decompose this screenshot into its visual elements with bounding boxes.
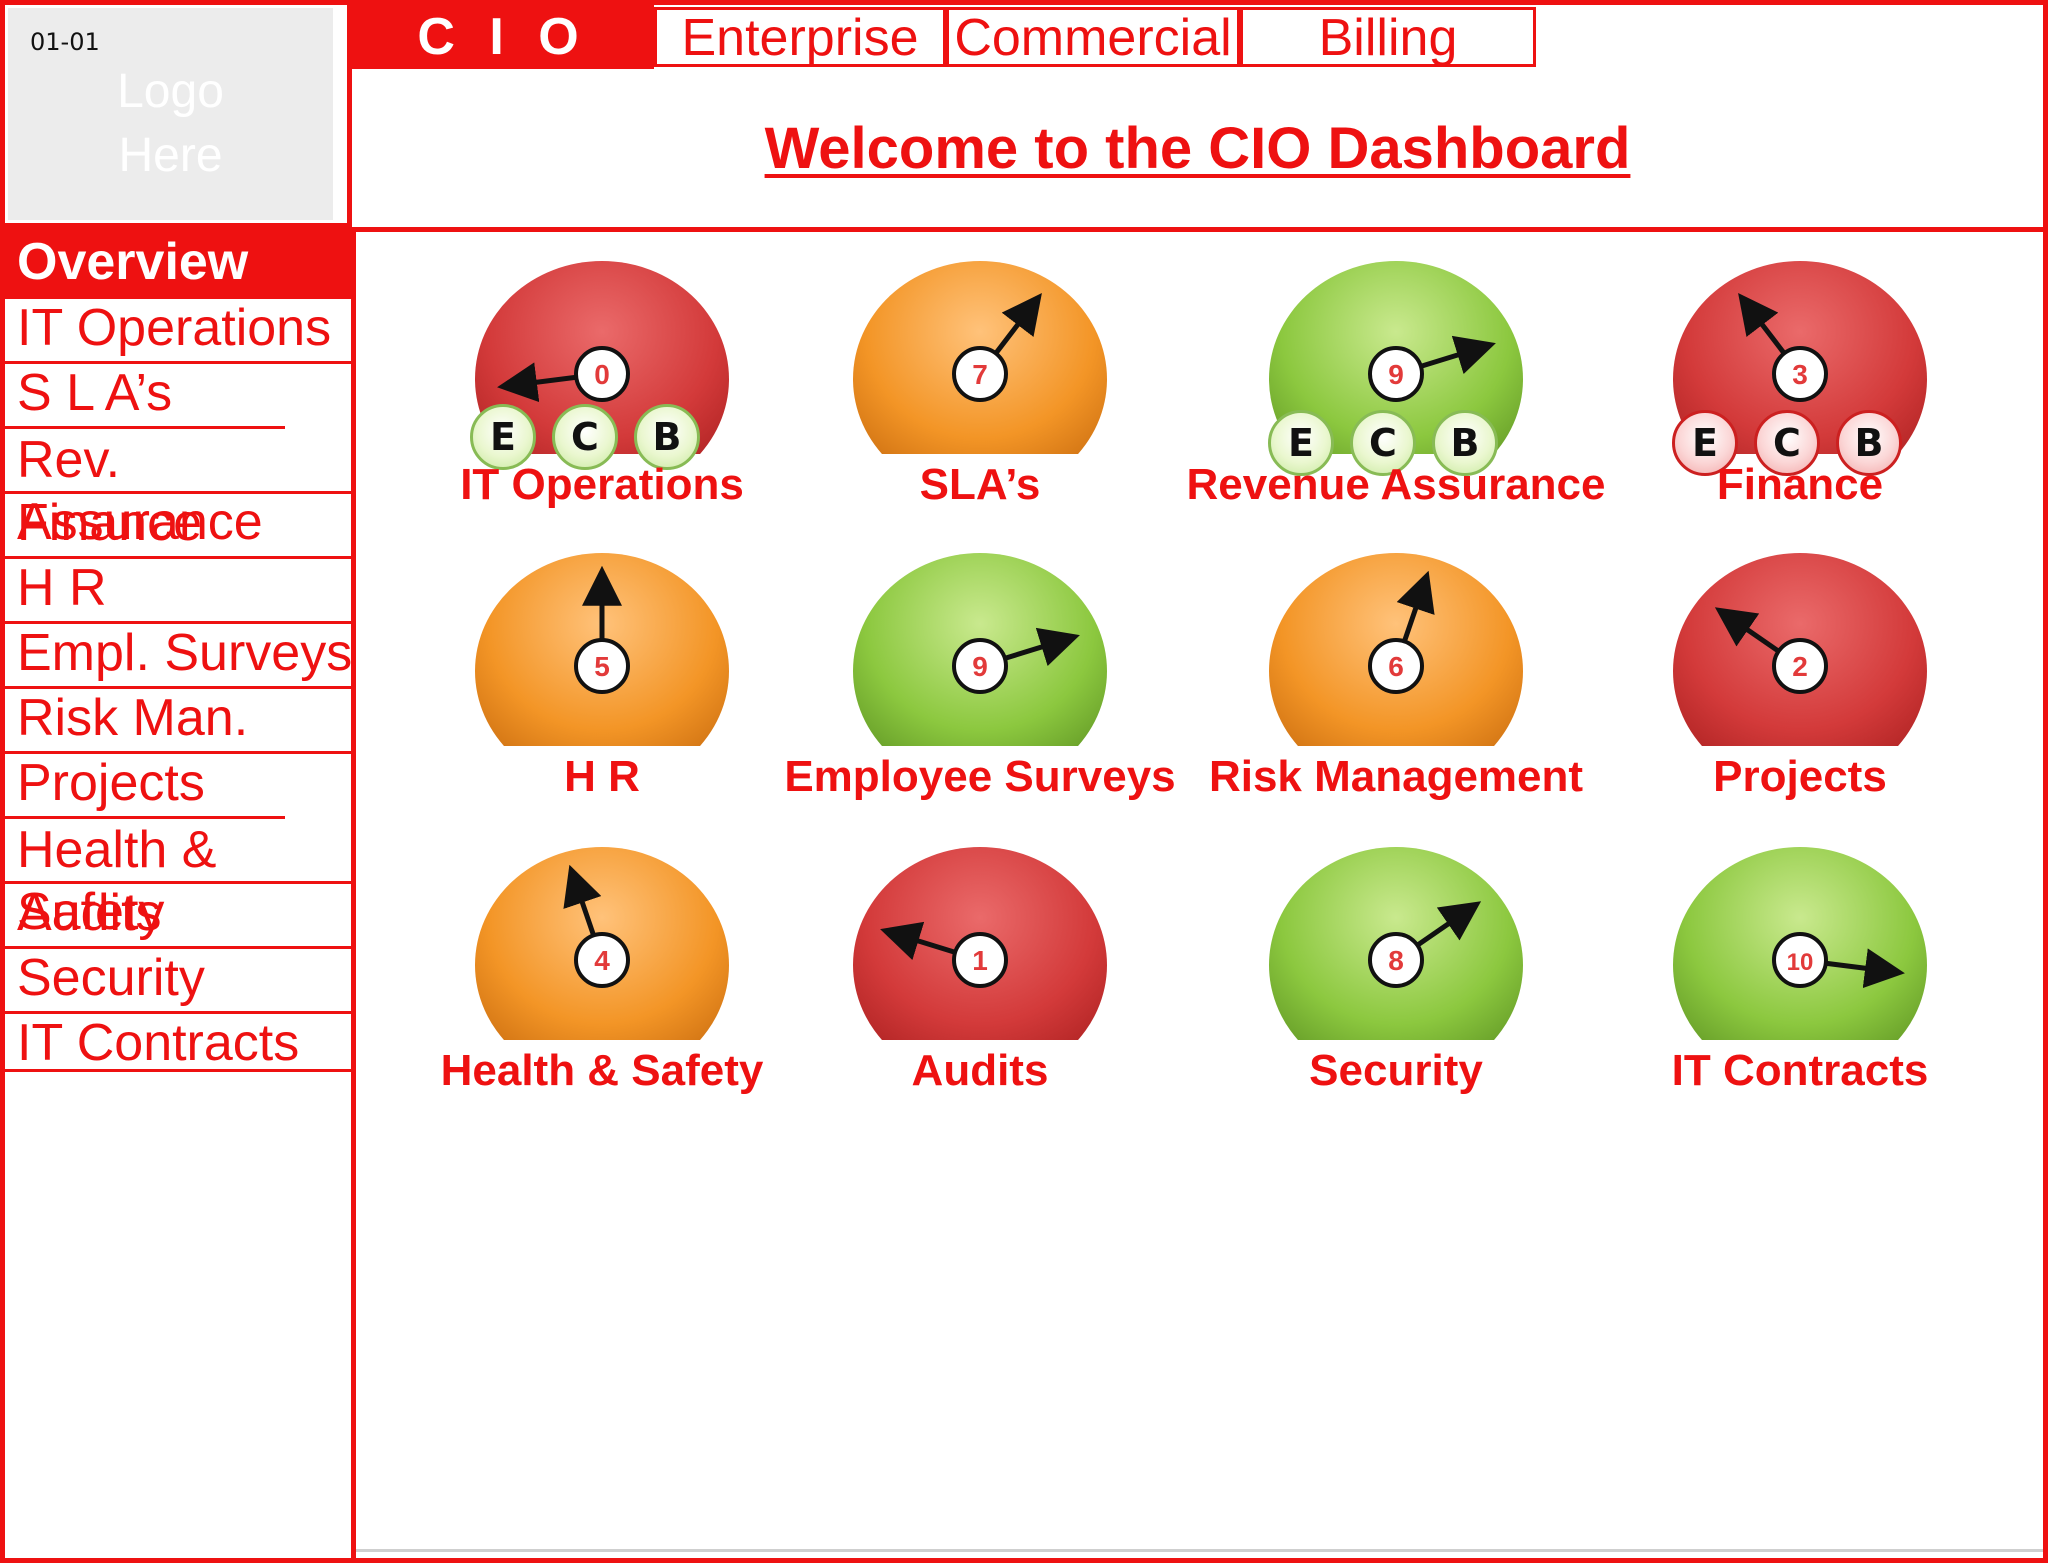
gauge-label: Projects xyxy=(1713,752,1887,801)
gauge-hub xyxy=(1772,346,1828,402)
tab-commercial[interactable]: Commercial xyxy=(946,7,1240,67)
brand-title[interactable]: C I O xyxy=(352,5,654,69)
gauge-slas[interactable]: 7 SLA’s xyxy=(840,254,1120,509)
ecb-badge-b[interactable]: B xyxy=(1432,410,1498,476)
gauge-value: 3 xyxy=(1792,359,1808,390)
sidebar-item-risk-man[interactable]: Risk Man. xyxy=(5,686,356,751)
gauge-hub xyxy=(574,346,630,402)
sidebar-item-it-contracts[interactable]: IT Contracts xyxy=(5,1011,356,1076)
gauge-value: 9 xyxy=(1388,359,1404,390)
ecb-badge-e[interactable]: E xyxy=(470,404,536,470)
gauge-hub xyxy=(574,638,630,694)
ecb-badge-c[interactable]: C xyxy=(552,404,618,470)
sidebar-item-slas[interactable]: S L A’s xyxy=(5,361,356,426)
gauge-dial: 8 xyxy=(1269,847,1523,1040)
gauge-hub xyxy=(574,932,630,988)
sidebar-divider xyxy=(5,1069,356,1072)
gauge-finance[interactable]: 3 E C B Finance xyxy=(1660,254,1940,509)
gauge-security[interactable]: 8 Security xyxy=(1256,840,1536,1095)
ecb-badge-c[interactable]: C xyxy=(1754,410,1820,476)
gauge-label: Audits xyxy=(911,1046,1049,1095)
gauge-hub xyxy=(1368,932,1424,988)
gauge-dial: 7 xyxy=(853,261,1107,454)
gauge-value: 8 xyxy=(1388,945,1404,976)
gauge-it-contracts[interactable]: 10 IT Contracts xyxy=(1660,840,1940,1095)
gauge-dial: 4 xyxy=(475,847,729,1040)
gauge-employee-surveys[interactable]: 9 Employee Surveys xyxy=(784,546,1176,801)
gauge-it-operations[interactable]: 0 E C B IT Operations xyxy=(460,254,744,509)
gauge-label: Employee Surveys xyxy=(784,752,1176,801)
gauge-dial: 5 xyxy=(475,553,729,746)
gauge-hub xyxy=(1772,638,1828,694)
gauge-value: 7 xyxy=(972,359,988,390)
logo-panel: 01-01 Logo Here xyxy=(0,0,352,228)
sidebar: Overview IT Operations S L A’s Rev. Assu… xyxy=(0,228,356,1563)
gauge-hub xyxy=(1368,346,1424,402)
tab-enterprise[interactable]: Enterprise xyxy=(654,7,946,67)
gauge-value: 4 xyxy=(594,945,610,976)
bottom-divider xyxy=(356,1549,2043,1552)
gauge-revenue-assurance[interactable]: 9 E C B Revenue Assurance xyxy=(1186,254,1606,509)
gauge-dial: 9 xyxy=(1269,261,1523,454)
gauge-label: Health & Safety xyxy=(440,1046,764,1095)
gauge-risk-management[interactable]: 6 Risk Management xyxy=(1209,546,1583,801)
sidebar-item-security[interactable]: Security xyxy=(5,946,356,1011)
gauge-dial: 1 xyxy=(853,847,1107,1040)
sidebar-item-empl-surveys[interactable]: Empl. Surveys xyxy=(5,621,356,686)
gauge-value: 2 xyxy=(1792,651,1808,682)
gauge-hub xyxy=(1772,932,1828,988)
ecb-badge-c[interactable]: C xyxy=(1350,410,1416,476)
gauge-projects[interactable]: 2 Projects xyxy=(1660,546,1940,801)
gauge-value: 6 xyxy=(1388,651,1404,682)
gauge-dial: 10 xyxy=(1673,847,1927,1040)
logo-line-2: Here xyxy=(118,129,223,182)
gauge-value: 10 xyxy=(1787,949,1814,976)
gauge-label: Revenue Assurance xyxy=(1186,460,1606,509)
gauge-label: Finance xyxy=(1716,460,1884,509)
gauge-label: Security xyxy=(1309,1046,1483,1095)
gauge-health-safety[interactable]: 4 Health & Safety xyxy=(441,840,763,1095)
sidebar-item-hr[interactable]: H R xyxy=(5,556,356,621)
top-bar: C I O Enterprise Commercial Billing Welc… xyxy=(352,0,2048,232)
gauge-value: 9 xyxy=(972,651,988,682)
sidebar-item-projects[interactable]: Projects xyxy=(5,751,356,816)
sidebar-item-finance[interactable]: Finance xyxy=(5,491,356,556)
slide-id: 01-01 xyxy=(30,28,100,56)
gauge-value: 5 xyxy=(594,651,610,682)
gauge-value: 1 xyxy=(972,945,988,976)
gauge-label: IT Contracts xyxy=(1671,1046,1929,1095)
gauge-hub xyxy=(952,638,1008,694)
sidebar-item-it-operations[interactable]: IT Operations xyxy=(5,296,356,361)
gauge-dial: 9 xyxy=(853,553,1107,746)
ecb-badge-b[interactable]: B xyxy=(1836,410,1902,476)
gauge-dial: 6 xyxy=(1269,553,1523,746)
logo-line-1: Logo xyxy=(117,65,224,118)
gauge-dial: 2 xyxy=(1673,553,1927,746)
gauge-hr[interactable]: 5 H R xyxy=(462,546,742,801)
ecb-badge-b[interactable]: B xyxy=(634,404,700,470)
gauge-label: Risk Management xyxy=(1208,752,1584,801)
ecb-badge-e[interactable]: E xyxy=(1672,410,1738,476)
gauge-hub xyxy=(952,346,1008,402)
gauge-hub xyxy=(1368,638,1424,694)
sidebar-item-overview[interactable]: Overview xyxy=(5,228,356,296)
gauge-hub xyxy=(952,932,1008,988)
gauge-label: SLA’s xyxy=(919,460,1041,509)
page-title: Welcome to the CIO Dashboard xyxy=(764,116,1631,181)
ecb-badge-e[interactable]: E xyxy=(1268,410,1334,476)
tab-billing[interactable]: Billing xyxy=(1240,7,1536,67)
gauge-label: H R xyxy=(564,752,640,801)
gauge-audits[interactable]: 1 Audits xyxy=(840,840,1120,1095)
main-panel: 0 E C B IT Operations 7 SLA’s 9 E C B Revenue Assur… xyxy=(356,232,2048,1563)
gauge-label: IT Operations xyxy=(460,460,744,509)
gauge-dial: 3 xyxy=(1673,261,1927,454)
logo-placeholder-text: Logo Here xyxy=(8,60,333,188)
sidebar-item-health-safety[interactable]: Health & Safety xyxy=(5,816,285,941)
logo-placeholder: 01-01 Logo Here xyxy=(8,8,333,220)
gauge-value: 0 xyxy=(594,359,610,390)
sidebar-item-rev-assurance[interactable]: Rev. Assurance xyxy=(5,426,285,551)
sidebar-item-audits[interactable]: Audits xyxy=(5,881,356,946)
